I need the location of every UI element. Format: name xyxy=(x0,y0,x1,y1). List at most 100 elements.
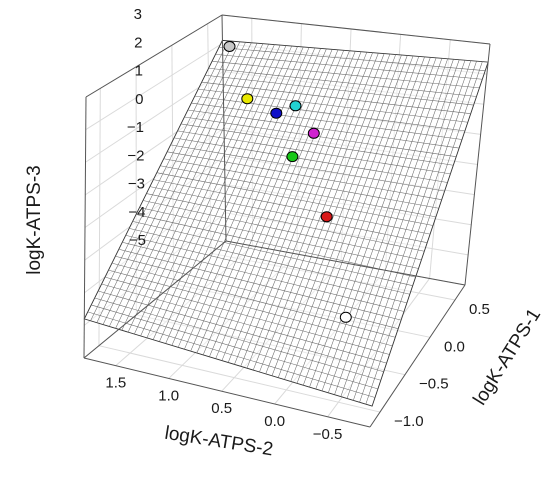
surface-mesh-line xyxy=(234,51,362,365)
back-gridline-x xyxy=(171,45,175,285)
surface-mesh-line xyxy=(259,53,385,373)
surface-mesh-line xyxy=(209,49,339,357)
edge xyxy=(221,14,227,242)
z-axis-title: logK-ATPS-3 xyxy=(24,165,45,274)
surface-mesh-line xyxy=(353,60,472,401)
surface-mesh-line xyxy=(340,59,460,397)
floor-gridline-y xyxy=(168,253,298,379)
z-tick-label: 3 xyxy=(134,6,142,23)
surface-mesh-line xyxy=(152,45,287,340)
surface-mesh-line xyxy=(146,45,281,338)
data-point xyxy=(339,311,352,323)
y-tick-label: 0.0 xyxy=(264,413,285,430)
z-tick-label: −4 xyxy=(128,204,145,221)
edge xyxy=(85,14,223,98)
data-point xyxy=(270,107,283,119)
edge xyxy=(83,357,371,428)
edge xyxy=(83,96,87,359)
surface-mesh-line xyxy=(271,54,396,376)
data-point xyxy=(289,100,302,112)
side-gridline-y xyxy=(384,34,402,271)
side-gridline-z xyxy=(222,71,484,105)
y-tick-label: 0.5 xyxy=(211,400,232,417)
surface-mesh-line xyxy=(252,53,379,371)
surface-mesh-line xyxy=(346,60,466,399)
surface-mesh-line xyxy=(246,52,373,369)
fit-surface xyxy=(83,39,489,407)
x-tick-label: 0.0 xyxy=(444,338,465,355)
surface-mesh-line xyxy=(221,50,350,361)
surface-mesh-line xyxy=(296,56,420,384)
surface-mesh-line xyxy=(277,54,402,378)
data-point xyxy=(241,93,254,105)
back-gridline-z xyxy=(84,184,226,294)
surface-mesh-line xyxy=(177,47,310,348)
surface-mesh-line xyxy=(196,48,327,354)
x-tick-label: −1.0 xyxy=(394,413,424,430)
back-gridline-z xyxy=(85,71,224,163)
x-tick-label: −0.5 xyxy=(419,376,449,393)
floor-gridline-y xyxy=(115,245,253,367)
surface-mesh-line xyxy=(121,43,258,331)
x-tick-label: 0.5 xyxy=(469,301,490,318)
floor-gridline-x xyxy=(98,345,381,413)
surface-mesh-line xyxy=(140,44,275,337)
edge xyxy=(221,14,491,45)
data-point xyxy=(307,127,320,139)
surface-mesh-line xyxy=(190,48,321,352)
floor-gridline-x xyxy=(173,283,431,338)
surface-mesh-line xyxy=(290,55,414,382)
y-tick-label: 1.5 xyxy=(105,375,126,392)
surface-mesh-line xyxy=(134,44,269,335)
side-gridline-y xyxy=(296,23,302,255)
y-tick-label: −0.5 xyxy=(313,426,343,443)
data-point xyxy=(286,151,299,163)
surface-mesh-line xyxy=(328,58,448,393)
floor-gridline-x xyxy=(210,252,456,301)
surface-mesh-line xyxy=(284,55,408,380)
surface-mesh-line xyxy=(171,46,304,346)
z-tick-label: 1 xyxy=(135,62,143,79)
surface-mesh-line xyxy=(115,42,252,329)
surface-mesh-line xyxy=(321,58,443,392)
floor-gridline-y xyxy=(327,278,430,418)
surface-mesh-line xyxy=(202,49,333,355)
z-tick-label: 2 xyxy=(134,34,142,51)
surface-mesh-line xyxy=(365,61,483,405)
z-tick-label: −5 xyxy=(129,232,146,249)
surface-mesh-line xyxy=(102,41,241,325)
surface-mesh-line xyxy=(302,56,425,386)
data-point xyxy=(320,211,333,223)
data-points xyxy=(223,41,352,323)
tick-labels: 3 2 1 0 −1 −2 −3 −4 −5 1.5 1.0 0.5 0.0 −0.5 0.5 0.0 −0.5… xyxy=(105,6,489,443)
y-tick-label: 1.0 xyxy=(158,387,179,404)
axis-edges xyxy=(83,14,491,428)
z-tick-label: 0 xyxy=(135,91,143,108)
z-tick-label: −2 xyxy=(127,147,144,164)
y-axis-title: logK-ATPS-2 xyxy=(163,423,274,461)
side-gridline-z xyxy=(225,212,469,256)
surface-mesh-line xyxy=(184,47,316,350)
surface-mesh-line xyxy=(96,41,235,323)
side-gridline-y xyxy=(429,39,451,279)
edge xyxy=(225,240,466,286)
surface-mesh-line xyxy=(334,59,454,395)
floor-gridline-y xyxy=(221,261,342,392)
x-axis-title: logK-ATPS-1 xyxy=(469,305,545,409)
data-point xyxy=(223,41,236,52)
surface-mesh-line xyxy=(240,52,368,367)
surface-mesh-line xyxy=(227,51,356,363)
edge xyxy=(83,240,227,359)
edge xyxy=(369,284,466,428)
z-tick-label: −3 xyxy=(128,175,145,192)
surface-mesh-line xyxy=(315,57,437,390)
side-gridline-z xyxy=(223,127,478,165)
surface-mesh-line xyxy=(359,61,477,403)
side-gridline-y xyxy=(251,18,254,246)
surface-mesh-line xyxy=(165,46,298,344)
back-gridline-z xyxy=(85,42,223,131)
surface-mesh-line xyxy=(309,57,431,388)
back-pane xyxy=(84,15,226,358)
surface-mesh-line xyxy=(127,43,264,333)
